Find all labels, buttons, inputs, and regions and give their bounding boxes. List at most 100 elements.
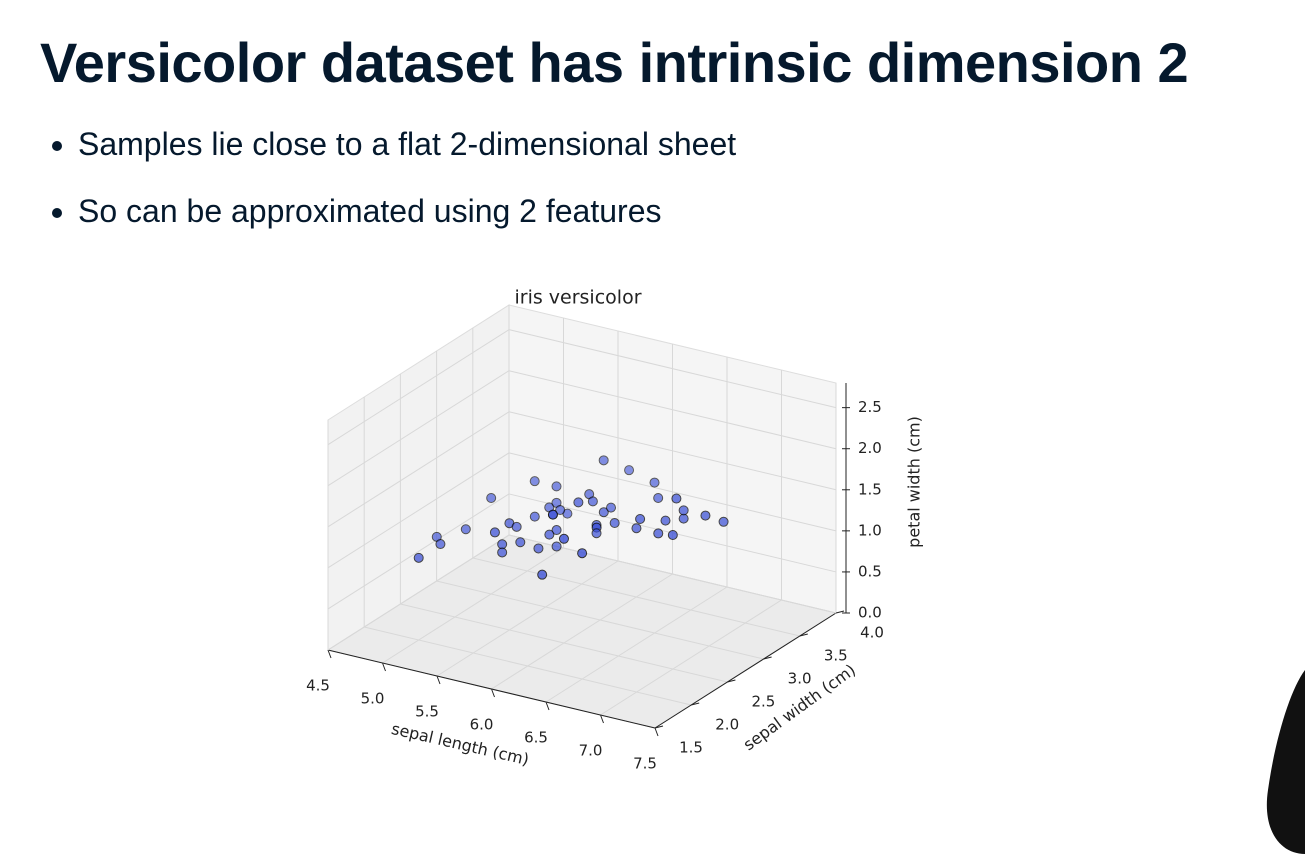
point	[486, 493, 497, 503]
point	[551, 541, 562, 552]
grid-line	[508, 329, 837, 409]
z-tick-label: 2.5	[858, 398, 882, 416]
point	[587, 496, 598, 507]
point	[635, 513, 646, 524]
point	[529, 511, 540, 522]
tick-mark	[436, 675, 441, 685]
point	[598, 455, 609, 466]
x-tick-label: 5.5	[415, 703, 439, 721]
y-tick-label: 2.5	[751, 693, 775, 711]
grid-line	[436, 580, 764, 660]
point	[678, 513, 689, 524]
point	[577, 548, 588, 559]
point	[497, 539, 508, 550]
point	[718, 516, 729, 527]
grid-line	[327, 452, 510, 569]
grid-line	[327, 329, 510, 446]
tick-mark	[654, 727, 659, 737]
grid-line	[382, 547, 564, 664]
grid-line	[327, 370, 510, 487]
point	[631, 523, 642, 534]
x-tick-label: 4.5	[306, 677, 330, 695]
point	[537, 569, 548, 580]
grid-line	[364, 626, 692, 706]
x-axis-label: sepal length (cm)	[390, 719, 531, 769]
point	[497, 547, 508, 558]
point	[515, 537, 526, 548]
point	[435, 539, 446, 550]
grid-line	[508, 452, 837, 532]
point	[573, 497, 584, 508]
x-tick-label: 5.0	[361, 690, 385, 708]
grid-line	[491, 573, 673, 690]
point	[544, 529, 555, 540]
y-tick-label: 1.5	[679, 739, 703, 757]
grid-line	[545, 586, 728, 703]
y-tick-label: 3.5	[824, 647, 848, 665]
tick-mark	[600, 714, 604, 724]
z-tick-label: 0.5	[858, 562, 882, 580]
point	[511, 521, 522, 532]
point	[555, 505, 566, 516]
point	[547, 509, 558, 520]
x-tick-label: 6.0	[470, 716, 494, 734]
tick-mark	[491, 688, 495, 698]
point	[667, 530, 678, 540]
tick-mark	[835, 610, 845, 614]
x-tick-label: 7.0	[579, 742, 603, 760]
bullet: Samples lie close to a flat 2-dimensiona…	[78, 126, 736, 163]
grid-line	[472, 557, 800, 637]
slide-title: Versicolor dataset has intrinsic dimensi…	[40, 31, 1189, 94]
x-tick-label: 7.5	[633, 755, 657, 773]
point	[529, 476, 540, 487]
y-axis-line	[654, 612, 837, 729]
point	[606, 502, 616, 513]
point	[489, 527, 500, 538]
grid-line	[400, 603, 728, 683]
z-axis-label: petal width (cm)	[905, 416, 924, 548]
point	[609, 518, 620, 529]
y-tick-label: 2.0	[715, 716, 739, 734]
grid-line	[508, 411, 837, 491]
point	[671, 493, 682, 504]
grid-line	[327, 493, 510, 610]
point	[591, 528, 602, 539]
x-axis-line	[327, 649, 656, 729]
z-tick-label: 1.5	[858, 480, 882, 498]
y-tick-label: 3.0	[788, 670, 812, 688]
grid-line	[327, 411, 510, 528]
grid-line	[327, 534, 510, 651]
grid-line	[436, 560, 619, 677]
grid-line	[600, 599, 782, 716]
point	[551, 481, 562, 492]
point	[653, 528, 664, 539]
point	[649, 477, 660, 488]
point	[624, 465, 635, 476]
point	[700, 510, 711, 521]
x-tick-label: 6.5	[524, 729, 548, 747]
tick-mark	[382, 662, 386, 672]
y-tick-label: 4.0	[860, 624, 884, 642]
z-tick-label: 1.0	[858, 521, 882, 539]
z-tick-label: 2.0	[858, 439, 882, 457]
tick-mark	[327, 649, 332, 659]
point	[533, 543, 544, 554]
point	[413, 552, 424, 563]
point	[460, 524, 471, 535]
point	[551, 525, 562, 536]
bullet: So can be approximated using 2 features	[78, 193, 736, 230]
point	[678, 505, 689, 516]
grid-line	[508, 370, 837, 450]
chart-title: iris versicolor	[514, 287, 641, 309]
point	[558, 533, 569, 544]
bullet-list: Samples lie close to a flat 2-dimensiona…	[48, 126, 736, 260]
z-tick-label: 0.0	[858, 604, 882, 622]
point	[598, 507, 609, 518]
point	[653, 492, 664, 503]
presenter-silhouette	[1266, 670, 1305, 854]
point	[660, 515, 671, 526]
grid-line	[508, 534, 837, 614]
tick-mark	[545, 701, 550, 711]
